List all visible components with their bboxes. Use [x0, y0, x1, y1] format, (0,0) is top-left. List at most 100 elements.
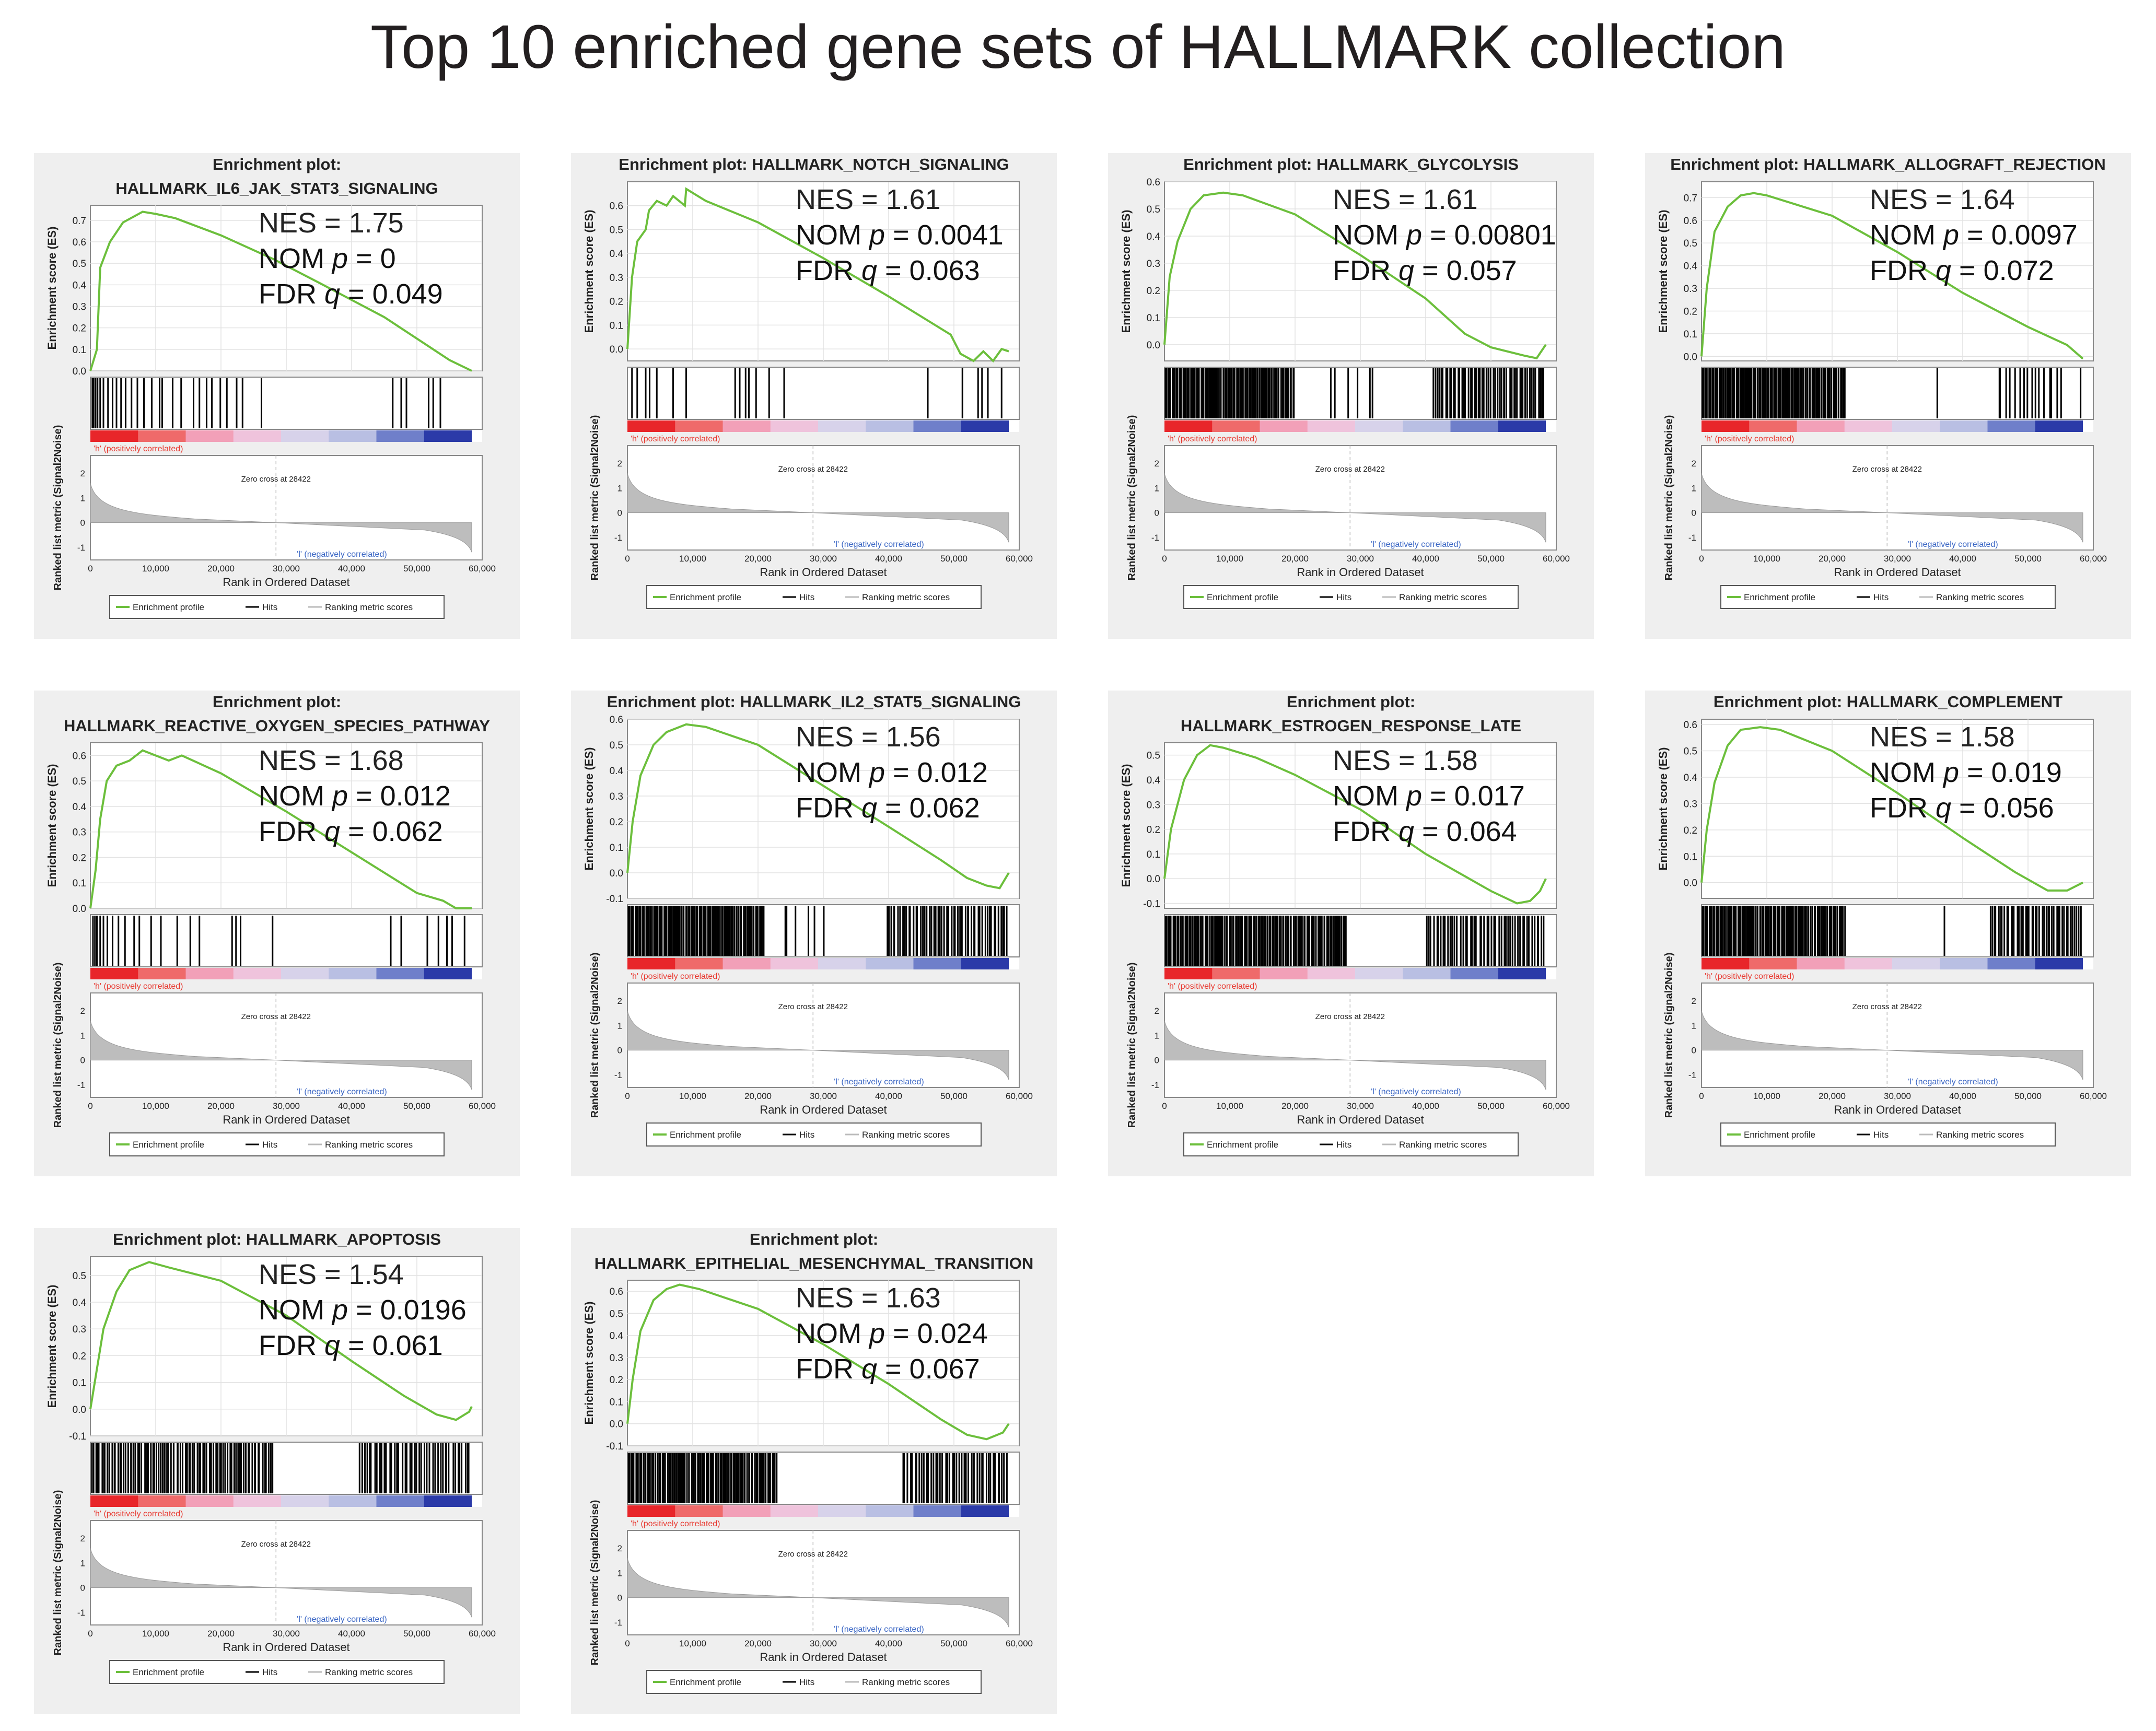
x-tick-label: 20,000: [1281, 554, 1309, 564]
x-axis-label: Rank in Ordered Dataset: [1297, 566, 1424, 579]
legend-metric-label: Ranking metric scores: [862, 1677, 950, 1687]
nes-value: NES = 1.61: [796, 184, 941, 215]
nom-p-symbol: p: [1405, 219, 1422, 251]
nom-p-value: NOM p = 0.017: [1333, 780, 1525, 812]
enrichment-plot-svg: Enrichment plot: HALLMARK_ALLOGRAFT_REJE…: [1645, 153, 2131, 639]
rank-color-segment: [818, 958, 866, 969]
rank-color-tail: [2083, 958, 2093, 969]
enrichment-panel: Enrichment plot: HALLMARK_NOTCH_SIGNALIN…: [571, 153, 1057, 639]
x-axis-label: Rank in Ordered Dataset: [223, 576, 349, 589]
enrichment-panel: Enrichment plot: HALLMARK_GLYCOLYSIS 0.0 0…: [1108, 153, 1594, 639]
legend-box: [1720, 585, 2056, 609]
positive-label: 'h' (positively correlated): [94, 1510, 183, 1518]
legend-profile-label: Enrichment profile: [1207, 1140, 1278, 1150]
rank-color-segment: [1702, 420, 1750, 432]
enrichment-panel: Enrichment plot: HALLMARK_REACTIVE_OXYGEN…: [34, 691, 520, 1176]
es-tick-label: 0.3: [1684, 284, 1697, 295]
rank-color-segment: [866, 1505, 914, 1517]
x-tick-label: 40,000: [1949, 554, 1976, 564]
es-tick-label: 0.5: [1147, 204, 1160, 215]
metric-ylabel: Ranked list metric (Signal2Noise): [1663, 415, 1675, 581]
es-tick-label: -0.1: [69, 1431, 86, 1442]
nom-p-value: NOM p = 0.00801: [1333, 219, 1556, 251]
fdr-q-value: FDR q = 0.063: [796, 255, 980, 286]
es-ylabel: Enrichment score (ES): [582, 1302, 596, 1425]
es-tick-label: 0.2: [610, 817, 623, 828]
es-tick-label: 0.3: [610, 1353, 623, 1364]
legend-profile-label: Enrichment profile: [670, 1130, 741, 1140]
nes-value: NES = 1.58: [1333, 745, 1478, 776]
rank-color-segment: [1498, 968, 1546, 979]
x-tick-label: 0: [88, 1101, 92, 1111]
rank-color-segment: [627, 1505, 675, 1517]
fdr-q-value: FDR q = 0.061: [259, 1330, 443, 1361]
legend-hits-label: Hits: [262, 602, 277, 612]
x-tick-label: 50,000: [940, 1639, 968, 1648]
plot-title-line1: Enrichment plot:: [750, 1230, 878, 1248]
es-tick-label: 0.6: [1684, 720, 1697, 731]
rank-color-segment: [1450, 968, 1499, 979]
rank-color-segment: [675, 958, 723, 969]
metric-tick-label: 2: [1692, 996, 1696, 1006]
es-curve: [89, 210, 472, 372]
rank-color-segment: [1212, 420, 1260, 432]
es-tick-label: -0.1: [606, 894, 623, 905]
metric-tick-label: 0: [1692, 1046, 1696, 1056]
fdr-q-value: FDR q = 0.062: [796, 792, 980, 824]
negative-label: 'l' (negatively correlated): [1908, 540, 1998, 549]
x-axis-label: Rank in Ordered Dataset: [1834, 1103, 1961, 1116]
x-tick-label: 20,000: [1819, 1091, 1846, 1101]
x-tick-label: 10,000: [142, 1629, 169, 1639]
legend-hits-label: Hits: [1873, 592, 1889, 602]
es-curve: [626, 187, 1009, 363]
legend-hits-label: Hits: [799, 592, 814, 602]
rank-color-segment: [770, 420, 819, 432]
nes-value: NES = 1.54: [259, 1259, 404, 1290]
x-tick-label: 20,000: [1819, 554, 1846, 564]
es-tick-label: 0.6: [73, 751, 86, 762]
x-tick-label: 40,000: [338, 1101, 365, 1111]
nom-p-value: NOM p = 0.0041: [796, 219, 1004, 251]
es-tick-label: 0.0: [1684, 878, 1697, 889]
rank-color-segment: [281, 430, 329, 442]
es-tick-label: 0.1: [73, 345, 86, 356]
fdr-q-value: FDR q = 0.057: [1333, 255, 1517, 286]
rank-color-segment: [1702, 958, 1750, 969]
metric-tick-label: 0: [80, 518, 85, 528]
metric-tick-label: 2: [1155, 459, 1159, 469]
metric-tick-label: 2: [617, 459, 622, 469]
rank-color-segment: [1844, 420, 1893, 432]
rank-color-segment: [1260, 420, 1308, 432]
rank-color-segment: [1797, 420, 1845, 432]
x-tick-label: 0: [1699, 554, 1704, 564]
metric-ylabel: Ranked list metric (Signal2Noise): [1126, 963, 1138, 1128]
fdr-q-symbol: q: [861, 255, 877, 286]
metric-tick-label: 1: [617, 1021, 622, 1031]
es-tick-label: 0.1: [1684, 851, 1697, 862]
x-tick-label: 30,000: [273, 1101, 300, 1111]
x-tick-label: 0: [625, 1091, 630, 1101]
x-axis-label: Rank in Ordered Dataset: [1834, 566, 1961, 579]
x-tick-label: 20,000: [207, 1101, 235, 1111]
legend-profile-label: Enrichment profile: [1744, 592, 1815, 602]
rank-color-segment: [770, 958, 819, 969]
rank-color-segment: [233, 968, 282, 979]
negative-label: 'l' (negatively correlated): [834, 1078, 924, 1086]
rank-color-segment: [627, 420, 675, 432]
rank-color-segment: [138, 430, 186, 442]
zero-cross-label: Zero cross at 28422: [778, 1550, 848, 1559]
metric-area: [1701, 473, 2083, 543]
nom-p-symbol: p: [868, 219, 885, 251]
rank-color-segment: [722, 958, 771, 969]
fdr-q-value: FDR q = 0.072: [1870, 255, 2054, 286]
es-tick-label: 0.0: [73, 1405, 86, 1416]
rank-color-segment: [138, 1495, 186, 1507]
metric-tick-label: 2: [617, 1543, 622, 1553]
x-tick-label: 10,000: [679, 554, 706, 564]
figure-title: Top 10 enriched gene sets of HALLMARK co…: [370, 13, 1786, 81]
rank-color-segment: [1164, 420, 1213, 432]
rank-color-segment: [1987, 958, 2036, 969]
es-tick-label: 0.3: [610, 791, 623, 802]
metric-plot-area: [90, 455, 483, 560]
legend-box: [1183, 1132, 1519, 1156]
